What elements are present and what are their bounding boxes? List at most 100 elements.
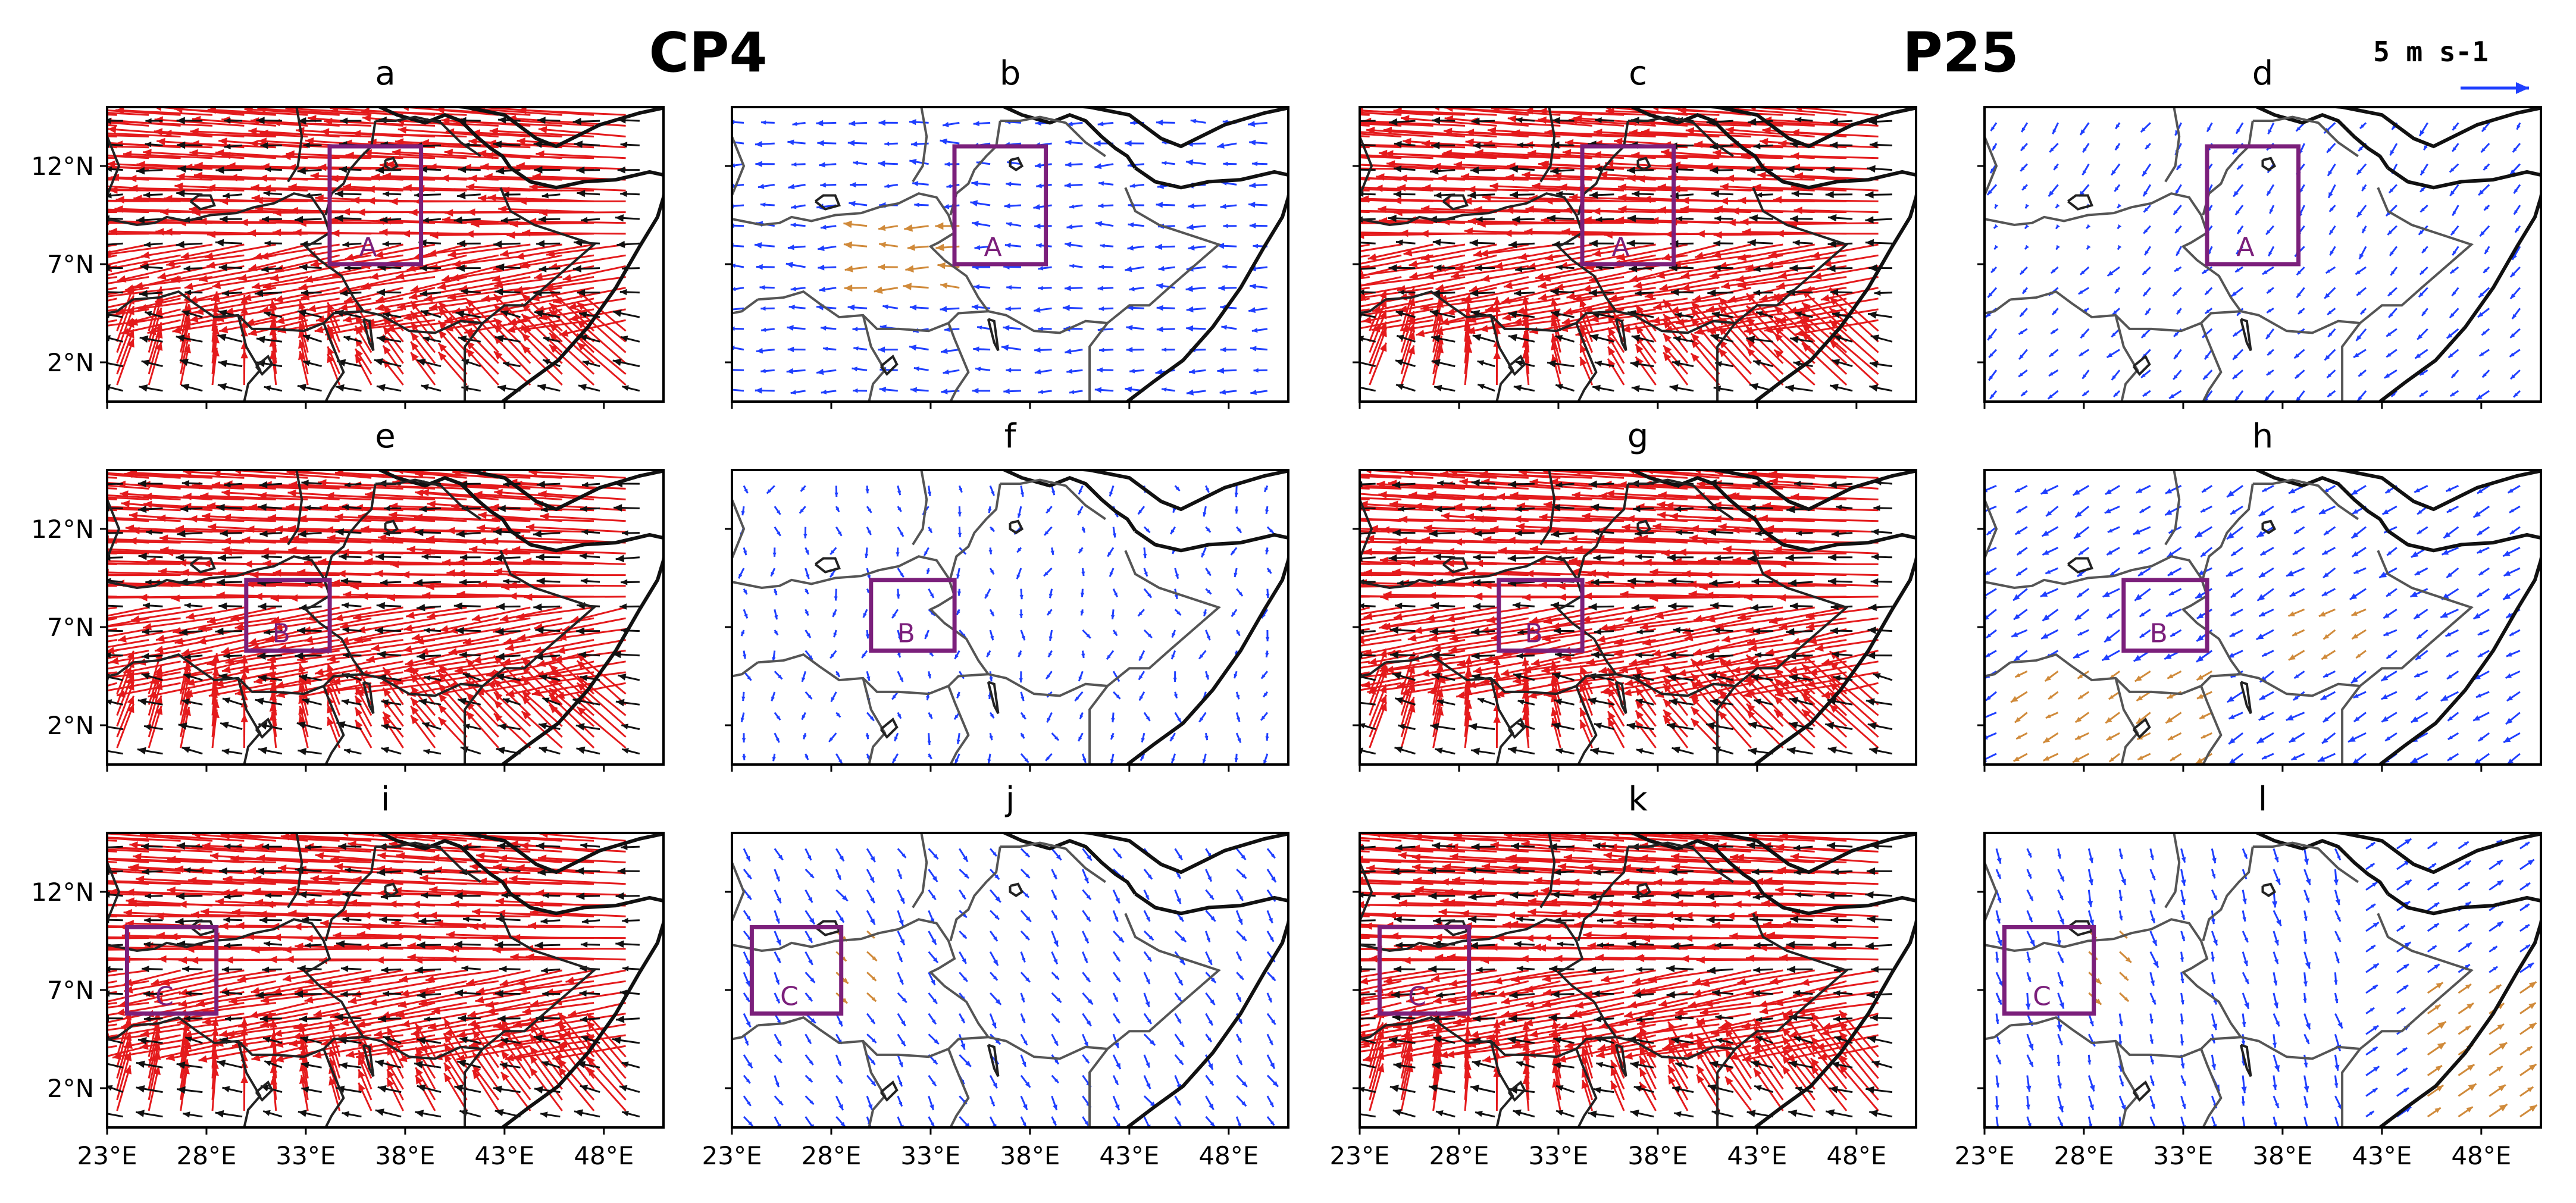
black-vector — [1395, 239, 1416, 246]
red-vector — [521, 344, 563, 386]
red-vector — [517, 137, 626, 149]
red-vector — [493, 293, 531, 332]
black-vector — [301, 480, 322, 487]
difference-vector — [2417, 328, 2428, 340]
red-vector — [576, 682, 627, 727]
difference-vector — [1174, 1033, 1185, 1048]
black-vector — [620, 336, 640, 343]
red-vector — [557, 1066, 595, 1111]
red-vector — [107, 165, 181, 170]
difference-vector — [1174, 1013, 1182, 1024]
black-vector — [215, 239, 243, 247]
black-vector — [493, 240, 521, 248]
difference-vector — [743, 547, 747, 556]
red-vector — [1360, 124, 1370, 127]
red-vector — [198, 1045, 277, 1063]
red-vector — [107, 319, 149, 327]
country-border — [732, 861, 746, 922]
red-vector — [226, 1023, 308, 1038]
difference-vector — [2079, 349, 2090, 357]
difference-vector — [928, 1116, 935, 1127]
difference-vector — [1205, 910, 1216, 922]
difference-vector — [1204, 732, 1209, 741]
difference-vector — [928, 972, 936, 986]
y-tick-label: 7°N — [47, 976, 94, 1005]
difference-vector — [2055, 224, 2060, 230]
difference-vector — [1045, 671, 1053, 680]
red-vector — [1360, 1002, 1402, 1014]
red-vector — [1773, 196, 1879, 203]
black-vector — [534, 166, 561, 174]
red-vector — [1432, 335, 1444, 375]
black-vector — [1669, 698, 1694, 706]
red-vector — [1563, 854, 1656, 863]
red-vector — [1369, 701, 1388, 748]
red-vector — [1632, 969, 1688, 985]
y-tick-label: 2°N — [47, 348, 94, 377]
red-vector — [1360, 135, 1370, 137]
red-vector — [1558, 546, 1656, 554]
difference-vector — [743, 609, 749, 619]
difference-vector — [2266, 287, 2274, 294]
difference-vector — [820, 224, 837, 230]
red-vector — [116, 1018, 132, 1068]
red-vector — [107, 477, 117, 479]
difference-vector — [2042, 609, 2059, 622]
difference-vector — [2414, 670, 2428, 678]
region-box-B — [2121, 578, 2209, 653]
red-vector — [107, 958, 117, 961]
black-vector — [1467, 191, 1495, 199]
red-vector — [1360, 563, 1370, 565]
red-vector — [299, 1041, 309, 1079]
black-vector — [107, 362, 123, 368]
black-vector — [1869, 747, 1893, 755]
red-vector — [107, 639, 149, 649]
black-vector — [582, 360, 600, 368]
difference-vector — [2385, 204, 2397, 217]
black-vector — [1471, 652, 1495, 660]
difference-vector — [2478, 732, 2490, 742]
difference-vector — [805, 629, 812, 638]
country-border — [323, 685, 345, 765]
red-vector — [324, 118, 436, 127]
reference-vector-arrowhead — [2516, 82, 2529, 94]
difference-vector — [2286, 567, 2305, 577]
black-vector — [576, 892, 600, 900]
difference-vector — [1097, 121, 1114, 127]
black-vector — [1869, 361, 1893, 368]
coastline — [501, 550, 663, 765]
difference-vector — [2074, 505, 2090, 518]
country-border — [988, 673, 1108, 697]
difference-vector — [2229, 629, 2243, 638]
country-border — [464, 1048, 484, 1127]
red-vector — [403, 639, 467, 653]
difference-vector — [2015, 567, 2028, 577]
red-vector — [529, 1045, 563, 1090]
red-vector — [431, 1002, 499, 1015]
country-border — [1360, 661, 1386, 678]
difference-vector — [2509, 369, 2521, 380]
red-vector — [181, 639, 245, 656]
red-vector — [269, 319, 277, 353]
black-vector — [143, 991, 163, 997]
difference-vector — [1203, 506, 1207, 517]
black-vector — [496, 263, 521, 271]
red-vector — [1641, 128, 1751, 137]
difference-vector — [988, 547, 993, 554]
black-vector — [541, 1061, 561, 1069]
difference-vector — [1173, 671, 1177, 682]
difference-vector — [2226, 485, 2243, 498]
red-vector — [354, 354, 373, 386]
black-vector — [1785, 384, 1813, 392]
black-vector — [298, 530, 322, 538]
difference-vector — [2350, 608, 2367, 616]
difference-vector — [787, 245, 806, 250]
black-vector — [462, 916, 481, 922]
black-vector — [1636, 748, 1654, 755]
black-vector — [1393, 190, 1416, 198]
red-vector — [107, 114, 117, 116]
black-vector — [334, 1013, 362, 1022]
difference-vector — [2509, 266, 2521, 278]
difference-vector — [2415, 650, 2428, 661]
